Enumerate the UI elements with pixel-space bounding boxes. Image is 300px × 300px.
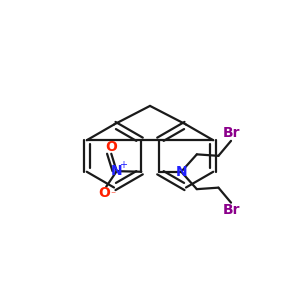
Text: N: N [176,165,187,179]
Text: Br: Br [223,126,241,140]
Text: N: N [111,164,122,178]
Text: O: O [99,186,111,200]
Text: O: O [105,140,117,154]
Text: +: + [119,160,127,170]
Text: ⁻: ⁻ [110,190,115,200]
Text: Br: Br [223,203,241,217]
